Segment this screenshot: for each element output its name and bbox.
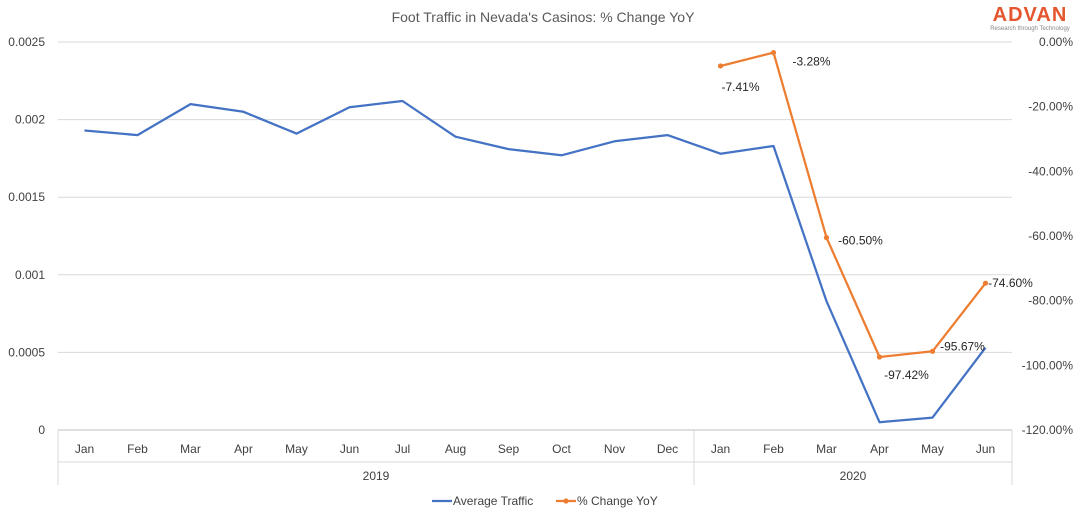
x-axis-tick-label: Aug xyxy=(445,442,466,456)
brand-name: ADVAN xyxy=(992,4,1068,26)
data-point-marker xyxy=(823,235,830,241)
data-point-marker xyxy=(982,280,989,286)
right-axis-tick-label: -40.00% xyxy=(1028,164,1073,178)
right-axis-tick-label: -20.00% xyxy=(1028,100,1073,114)
x-axis-tick-label: Feb xyxy=(127,442,148,456)
data-label: -3.28% xyxy=(792,55,830,69)
x-axis-tick-label: May xyxy=(921,442,944,456)
data-point-marker xyxy=(717,63,724,69)
data-point-marker xyxy=(929,348,936,354)
right-axis-tick-label: -120.00% xyxy=(1022,423,1074,437)
x-axis-tick-label: Apr xyxy=(234,442,253,456)
left-axis-tick-label: 0.001 xyxy=(15,268,45,282)
x-axis-tick-label: May xyxy=(285,442,308,456)
left-axis-tick-label: 0.0015 xyxy=(8,190,45,204)
x-axis-tick-label: Sep xyxy=(498,442,520,456)
data-label: -95.67% xyxy=(940,339,985,353)
x-axis-tick-label: Dec xyxy=(657,442,678,456)
right-axis-tick-label: -60.00% xyxy=(1028,229,1073,243)
series-line-average-traffic xyxy=(84,99,987,424)
x-axis-tick-label: Nov xyxy=(604,442,625,456)
x-axis-tick-label: Oct xyxy=(552,442,571,456)
legend-marker xyxy=(563,498,569,504)
x-axis-tick-label: Jun xyxy=(340,442,359,456)
data-label: -7.41% xyxy=(721,80,759,94)
left-axis-tick-label: 0 xyxy=(38,423,45,437)
left-axis-tick-label: 0.0005 xyxy=(8,345,45,359)
year-group-label: 2019 xyxy=(363,469,390,483)
x-axis-tick-label: Jan xyxy=(711,442,730,456)
data-label: -97.42% xyxy=(884,368,929,382)
series-line-pct-change xyxy=(720,51,987,359)
right-axis-tick-label: -100.00% xyxy=(1022,358,1074,372)
series xyxy=(84,50,989,424)
year-group-label: 2020 xyxy=(840,469,867,483)
legend-label: Average Traffic xyxy=(453,494,533,508)
data-label: -74.60% xyxy=(988,276,1033,290)
axes: 0 0.0005 0.001 0.0015 0.002 0.0025 0.00% -20.00… xyxy=(8,35,1073,485)
data-label: -60.50% xyxy=(838,234,883,248)
x-axis-tick-label: Jan xyxy=(75,442,94,456)
x-axis-tick-label: Feb xyxy=(763,442,784,456)
x-axis-tick-label: Jul xyxy=(395,442,410,456)
right-axis-tick-label: -80.00% xyxy=(1028,294,1073,308)
data-point-marker xyxy=(770,50,777,56)
x-axis-tick-label: Apr xyxy=(870,442,889,456)
brand-logo: ADVAN Research through Technology xyxy=(984,4,1076,33)
left-axis-tick-label: 0.002 xyxy=(15,113,45,127)
legend: Average Traffic % Change YoY xyxy=(432,494,658,508)
right-axis-tick-label: 0.00% xyxy=(1039,35,1073,49)
x-axis-tick-label: Mar xyxy=(180,442,201,456)
brand-tagline: Research through Technology xyxy=(990,26,1070,32)
x-axis-tick-label: Mar xyxy=(816,442,837,456)
data-point-marker xyxy=(876,354,883,360)
data-labels: -7.41% -3.28% -60.50% -97.42% -95.67% -74.60% xyxy=(721,55,1033,382)
legend-label: % Change YoY xyxy=(577,494,658,508)
left-axis-tick-label: 0.0025 xyxy=(8,35,45,49)
x-axis-tick-label: Jun xyxy=(976,442,995,456)
chart-title: Foot Traffic in Nevada's Casinos: % Chan… xyxy=(392,9,695,25)
